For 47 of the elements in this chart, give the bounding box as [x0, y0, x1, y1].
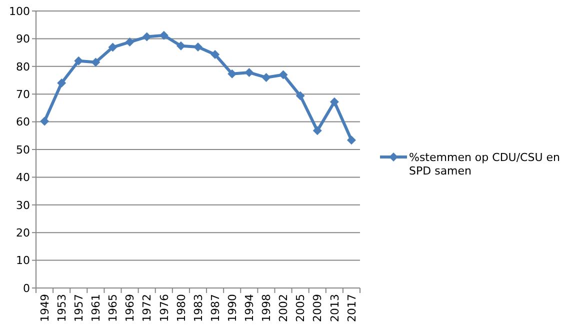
x-tick-label: 1957	[72, 294, 86, 322]
x-tick-label: 2009	[311, 294, 324, 322]
point	[312, 126, 322, 136]
point	[244, 68, 254, 77]
point	[262, 72, 271, 82]
x-tick-label: 1980	[174, 294, 188, 322]
point	[194, 42, 202, 52]
y-tick-label: 30	[16, 198, 30, 212]
y-tick-label: 0	[23, 282, 30, 295]
point	[40, 116, 50, 126]
x-tick-label: 1972	[140, 294, 154, 322]
legend-label: %stemmen op CDU/CSU en SPD samen	[409, 150, 560, 178]
point	[57, 78, 66, 88]
point	[159, 30, 168, 40]
x-tick-label: 1987	[208, 294, 222, 322]
x-tick-label: 1976	[158, 294, 171, 322]
y-tick-label: 100	[9, 4, 30, 18]
x-tick-label: 1998	[260, 294, 274, 322]
y-tick-label: 40	[16, 171, 30, 184]
y-tick-label: 50	[16, 143, 30, 156]
x-tick-label: 2017	[345, 294, 358, 322]
x-tick-label: 1953	[55, 294, 68, 322]
point	[74, 56, 84, 66]
point	[330, 97, 339, 106]
x-tick-label: 1949	[38, 294, 52, 322]
x-tick-label: 2002	[277, 294, 290, 322]
x-tick-label: 2005	[294, 294, 308, 322]
point	[296, 91, 305, 100]
point	[346, 136, 356, 145]
x-tick-label: 1983	[192, 294, 205, 322]
y-tick-label: 90	[16, 32, 30, 46]
point	[278, 70, 288, 80]
y-tick-label: 20	[16, 226, 30, 240]
x-tick-label: 1969	[124, 294, 137, 322]
x-tick-label: 1990	[226, 294, 239, 322]
y-tick-label: 10	[16, 254, 30, 268]
y-tick-label: 60	[16, 116, 30, 129]
point	[125, 38, 134, 47]
x-tick-label: 1965	[106, 294, 120, 322]
x-tick-label: 1961	[90, 294, 103, 322]
point	[210, 50, 220, 59]
x-tick-label: 1994	[243, 294, 256, 322]
y-tick-label: 80	[16, 60, 30, 74]
x-tick-label: 2013	[328, 294, 342, 322]
point	[108, 42, 118, 52]
y-tick-label: 70	[16, 88, 30, 101]
point	[176, 41, 186, 50]
